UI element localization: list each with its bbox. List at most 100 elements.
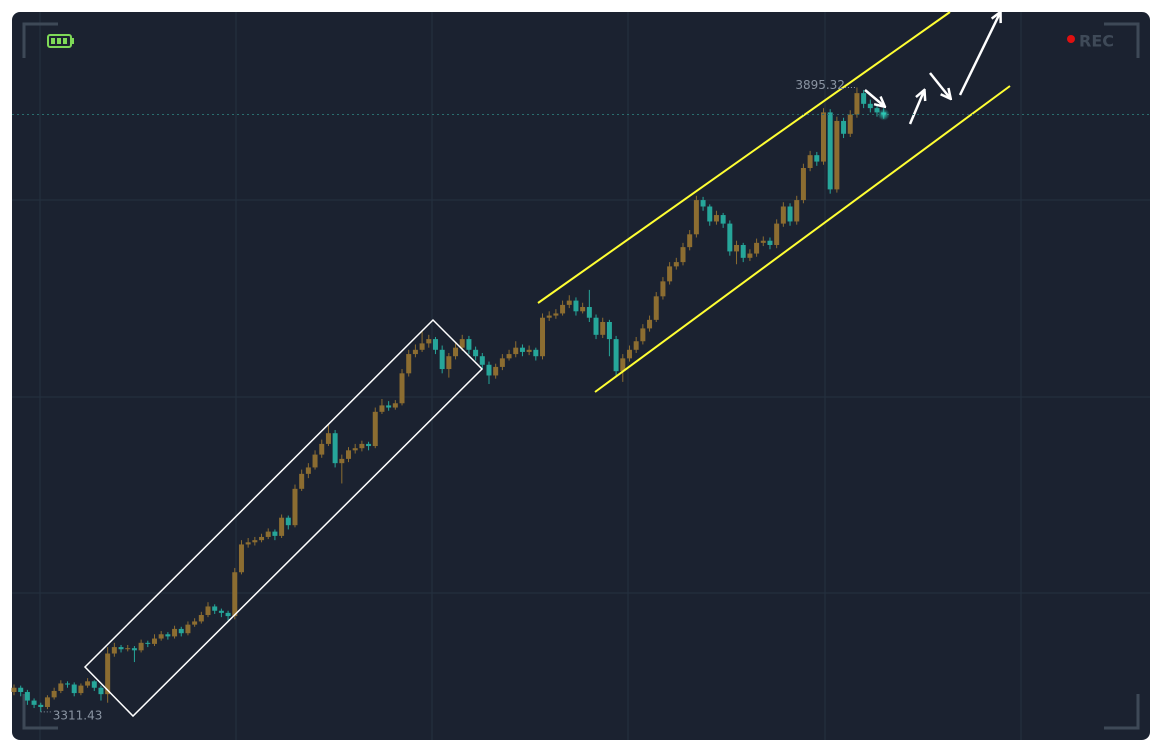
candle-body xyxy=(419,343,425,350)
candle-body xyxy=(827,112,833,190)
candle-body xyxy=(325,433,331,444)
candle-body xyxy=(359,443,365,449)
candle-body xyxy=(513,347,519,355)
candle-body xyxy=(446,356,452,370)
low-label: 3311.43 xyxy=(53,708,103,722)
rec-dot xyxy=(1067,35,1075,43)
candle-body xyxy=(613,339,619,372)
candle-body xyxy=(867,103,873,109)
candle-body xyxy=(807,155,813,168)
candle-body xyxy=(212,606,218,611)
candle-body xyxy=(680,247,686,263)
candle-body xyxy=(493,366,499,376)
candle-body xyxy=(707,206,713,222)
candle-body xyxy=(767,240,773,245)
candle-body xyxy=(366,443,372,447)
candle-body xyxy=(660,281,666,297)
candle-body xyxy=(626,349,632,359)
candle-body xyxy=(192,621,198,625)
candle-body xyxy=(740,244,746,258)
candle-body xyxy=(874,108,880,113)
candle-body xyxy=(600,321,606,335)
candle-body xyxy=(111,647,117,654)
candle-body xyxy=(292,488,298,526)
last-price-glow xyxy=(877,108,890,121)
candles xyxy=(11,87,887,712)
grid xyxy=(12,12,1150,740)
candle-body xyxy=(305,467,311,474)
candle-body xyxy=(713,215,719,222)
high-label: 3895.32 xyxy=(795,78,845,92)
candle-body xyxy=(125,648,131,650)
candle-body xyxy=(299,473,305,489)
candle-body xyxy=(780,206,786,224)
candle-body xyxy=(426,339,432,344)
drawings xyxy=(83,12,1011,718)
corner-brackets xyxy=(22,22,1140,730)
candle-body xyxy=(820,112,826,162)
candle-body xyxy=(720,215,726,224)
candle-body xyxy=(479,356,485,365)
candle-body xyxy=(51,690,57,698)
candle-body xyxy=(58,683,64,691)
candle-body xyxy=(259,536,265,541)
candle-body xyxy=(105,653,111,695)
candle-body xyxy=(687,234,693,248)
candle-body xyxy=(225,612,231,617)
candle-body xyxy=(339,458,345,464)
candle-body xyxy=(145,642,151,644)
candle-body xyxy=(178,628,184,634)
candle-body xyxy=(372,411,378,447)
rec-label: REC xyxy=(1079,32,1114,51)
candle-body xyxy=(774,223,780,245)
candle-body xyxy=(647,319,653,329)
battery-icon xyxy=(47,34,74,48)
candle-body xyxy=(800,167,806,201)
candle-body xyxy=(439,349,445,370)
candle-body xyxy=(546,315,552,318)
candle-body xyxy=(44,697,50,707)
candle-body xyxy=(787,206,793,222)
candle-body xyxy=(854,93,860,115)
arrow xyxy=(864,89,884,106)
candle-body xyxy=(540,317,546,357)
candle-body xyxy=(118,647,124,650)
arrow xyxy=(929,72,950,98)
candle-body xyxy=(453,347,459,357)
candle-body xyxy=(620,358,626,372)
candle-body xyxy=(65,683,71,685)
candle-body xyxy=(232,572,238,617)
candle-body xyxy=(593,317,599,335)
candle-body xyxy=(198,615,204,622)
candle-body xyxy=(11,687,17,693)
candle-body xyxy=(238,544,244,573)
candle-body xyxy=(165,634,171,637)
candle-body xyxy=(640,328,646,342)
candle-body xyxy=(31,700,37,705)
candle-body xyxy=(392,403,398,408)
candle-body xyxy=(667,266,673,282)
candle-body xyxy=(459,339,465,348)
candle-body xyxy=(386,405,392,408)
candle-body xyxy=(633,341,639,350)
candle-body xyxy=(847,114,853,134)
candle-body xyxy=(734,244,740,252)
channel-lower xyxy=(594,85,1011,393)
candle-body xyxy=(218,610,224,613)
candle-body xyxy=(406,354,412,374)
candle-body xyxy=(673,262,679,267)
candle-body xyxy=(18,687,24,693)
candle-body xyxy=(580,307,586,312)
candle-body xyxy=(279,517,285,536)
candle-body xyxy=(794,200,800,222)
candle-body xyxy=(205,606,211,616)
arrow xyxy=(958,13,1000,96)
candle-body xyxy=(412,349,418,355)
candle-body xyxy=(252,540,258,543)
candle-body xyxy=(98,687,104,695)
candle-body xyxy=(526,349,532,352)
candle-body xyxy=(265,531,271,537)
candle-body xyxy=(172,628,178,637)
candle-body xyxy=(606,321,612,340)
candle-body xyxy=(553,313,559,316)
